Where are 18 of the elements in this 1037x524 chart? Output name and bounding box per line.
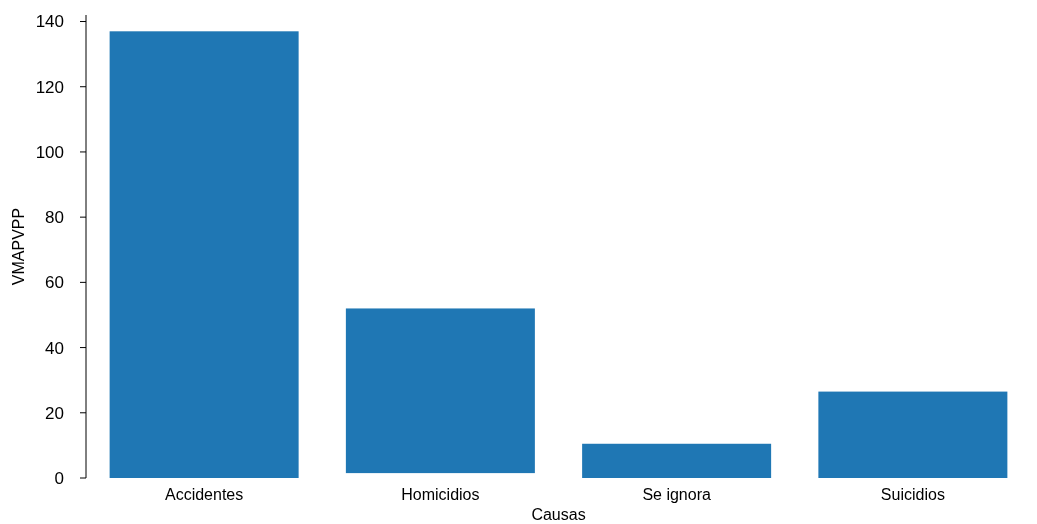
bar <box>818 391 1008 478</box>
y-axis-title: VMAPVPP <box>10 207 27 286</box>
x-tick-label: Se ignora <box>642 486 711 503</box>
bar <box>109 31 299 478</box>
y-tick-label: 0 <box>54 468 64 488</box>
x-axis-title: Causas <box>531 506 586 523</box>
x-tick-label: Accidentes <box>164 486 244 503</box>
y-tick-label: 100 <box>35 142 64 162</box>
y-tick-label: 80 <box>45 208 64 228</box>
x-tick-label: Homicidios <box>401 486 480 503</box>
x-tick-label: Suicidios <box>880 486 945 503</box>
y-tick-label: 60 <box>45 273 64 293</box>
bar <box>582 443 772 478</box>
y-tick-label: 20 <box>45 403 64 423</box>
y-tick-label: 120 <box>35 77 64 97</box>
bar <box>345 308 535 474</box>
y-tick-label: 140 <box>35 12 64 32</box>
y-tick-label: 40 <box>45 338 64 358</box>
